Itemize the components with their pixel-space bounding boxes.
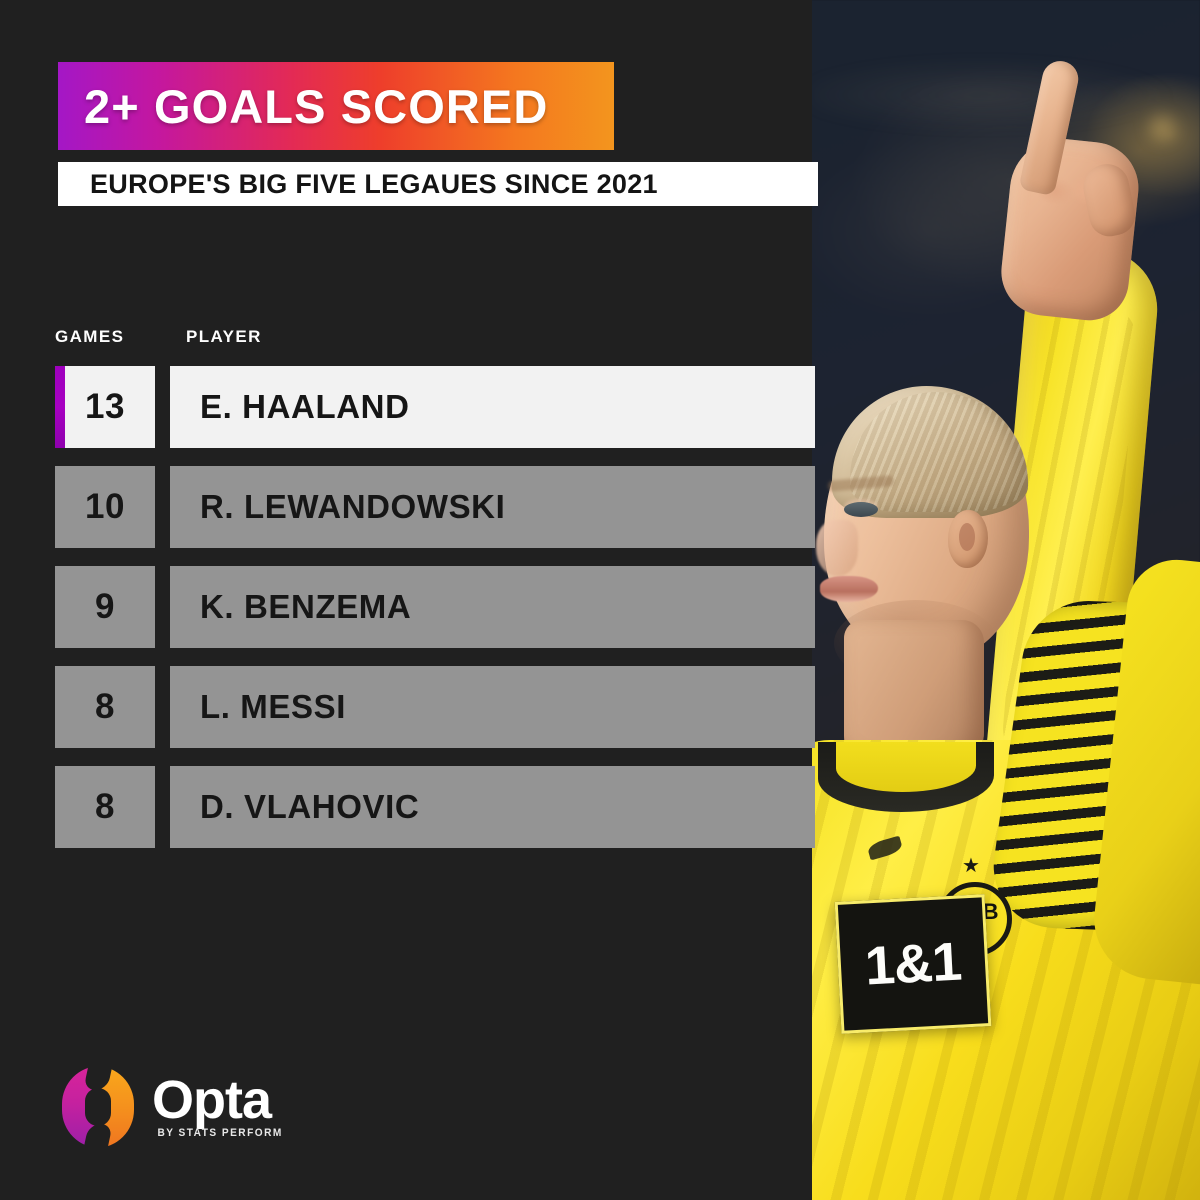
- lips: [820, 576, 878, 602]
- games-cell: 13: [55, 366, 155, 448]
- table-row: 10 R. LEWANDOWSKI: [55, 466, 815, 548]
- player-name: L. MESSI: [200, 688, 346, 725]
- title-banner: 2+ GOALS SCORED: [58, 62, 614, 150]
- games-value: 9: [95, 587, 115, 626]
- games-value: 8: [95, 787, 115, 826]
- opta-mark-hole: [85, 1088, 111, 1126]
- opta-tagline: BY STATS PERFORM: [157, 1127, 283, 1140]
- opta-wordmark: Opta: [152, 1069, 272, 1130]
- player-cell: D. VLAHOVIC: [170, 766, 815, 848]
- games-cell: 9: [55, 566, 155, 648]
- games-cell: 8: [55, 666, 155, 748]
- sponsor-label: 1&1: [863, 931, 963, 997]
- player-name: E. HAALAND: [200, 388, 410, 425]
- opta-mark-icon: [62, 1064, 134, 1150]
- page-subtitle: EUROPE'S BIG FIVE LEGAUES SINCE 2021: [90, 168, 658, 199]
- table-row: 8 D. VLAHOVIC: [55, 766, 815, 848]
- row-accent-bar: [55, 366, 65, 448]
- column-header-games: GAMES: [55, 327, 125, 346]
- player-name: D. VLAHOVIC: [200, 788, 420, 825]
- games-value: 13: [85, 387, 125, 426]
- player-cell: E. HAALAND: [170, 366, 815, 448]
- games-value: 8: [95, 687, 115, 726]
- jersey-collar-inner: [836, 742, 976, 792]
- opta-wordmark-group: Opta BY STATS PERFORM: [152, 1069, 288, 1140]
- table-header-row: GAMES PLAYER: [55, 327, 795, 355]
- nose: [816, 520, 858, 576]
- ranking-table: 13 E. HAALAND 10 R. LEWANDOWSKI 9: [55, 366, 815, 866]
- games-cell: 10: [55, 466, 155, 548]
- player-name: R. LEWANDOWSKI: [200, 488, 506, 525]
- table-row: 8 L. MESSI: [55, 666, 815, 748]
- player-photo: ★ BVB 09 1&1: [810, 0, 1200, 1200]
- column-header-player: PLAYER: [186, 327, 262, 346]
- crest-star-icon: ★: [962, 855, 980, 877]
- page-title: 2+ GOALS SCORED: [84, 79, 549, 133]
- games-value: 10: [85, 487, 125, 526]
- ear: [948, 510, 988, 568]
- table-row: 9 K. BENZEMA: [55, 566, 815, 648]
- content-panel: 2+ GOALS SCORED EUROPE'S BIG FIVE LEGAUE…: [55, 62, 818, 1150]
- player-cell: L. MESSI: [170, 666, 815, 748]
- player-cell: R. LEWANDOWSKI: [170, 466, 815, 548]
- eye: [844, 502, 878, 517]
- opta-logo: Opta BY STATS PERFORM: [62, 1064, 288, 1150]
- player-name: K. BENZEMA: [200, 588, 412, 625]
- table-row: 13 E. HAALAND: [55, 366, 815, 448]
- player-cell: K. BENZEMA: [170, 566, 815, 648]
- sponsor-logo: 1&1: [834, 894, 992, 1034]
- subtitle-banner: EUROPE'S BIG FIVE LEGAUES SINCE 2021: [58, 162, 818, 206]
- games-cell: 8: [55, 766, 155, 848]
